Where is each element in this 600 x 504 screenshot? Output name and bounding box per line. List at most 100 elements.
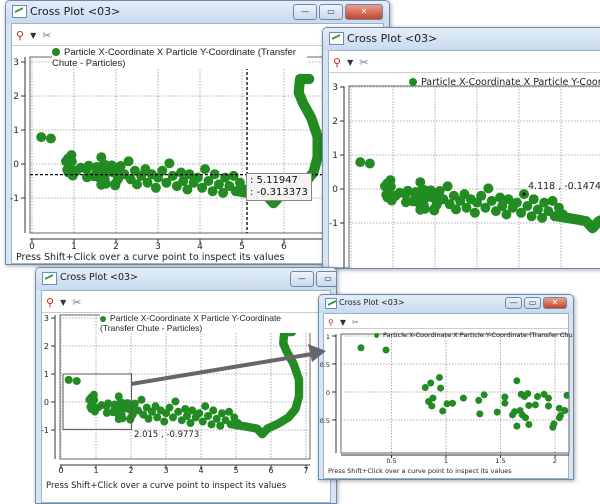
title-bar[interactable]: Cross Plot <03> — ▭	[36, 268, 336, 290]
toolbar-divider	[12, 45, 383, 46]
y-tick-label: -1	[10, 194, 19, 204]
y-tick-label: 2	[44, 342, 49, 351]
y-tick-label: -1	[329, 219, 338, 229]
scatter-point	[469, 207, 480, 218]
chevron-down-icon[interactable]: ▼	[347, 57, 354, 67]
scatter-point	[459, 394, 467, 402]
scatter-point	[174, 407, 183, 416]
x-tick-label: 1	[71, 242, 77, 252]
scatter-point	[516, 207, 527, 218]
x-tick-label: 5	[239, 242, 245, 252]
status-text: Press Shift+Click over a curve point to …	[328, 467, 512, 475]
close-button[interactable]: ✕	[345, 4, 383, 20]
scatter-point	[476, 410, 484, 418]
tools-icon[interactable]: ✂	[359, 55, 369, 69]
scatter-point	[161, 177, 172, 188]
y-tick-label: 1	[44, 370, 49, 379]
minimize-button[interactable]: —	[505, 297, 522, 309]
maximize-button[interactable]: ▭	[316, 271, 336, 287]
scatter-point	[427, 379, 435, 387]
scatter-point	[544, 402, 552, 410]
scatter-point	[157, 165, 168, 176]
pick-point-icon[interactable]: ⚲	[16, 28, 25, 42]
chevron-down-icon[interactable]: ▼	[60, 297, 67, 307]
scatter-point	[83, 160, 94, 171]
tooltip-y-value: : -0.313373	[250, 187, 308, 198]
scatter-point	[188, 406, 197, 415]
scatter-point	[355, 157, 366, 168]
legend: Particle X-Coordinate X Particle Y-Coord…	[100, 313, 315, 333]
window-title: Cross Plot <03>	[339, 298, 405, 307]
scatter-point	[209, 406, 218, 415]
tools-icon[interactable]: ✂	[352, 317, 359, 327]
maximize-button[interactable]: ▭	[524, 297, 541, 309]
tools-icon[interactable]: ✂	[42, 28, 52, 42]
tools-icon[interactable]: ✂	[72, 295, 82, 309]
chevron-down-icon[interactable]: ▼	[339, 317, 347, 327]
scatter-point	[549, 211, 560, 222]
pick-point-icon[interactable]: ⚲	[333, 55, 342, 69]
scatter-point	[402, 185, 413, 196]
scatter-point	[443, 400, 451, 408]
x-tick-label: 3	[163, 466, 168, 475]
scatter-plot[interactable]: 3 2 1 0 -1 0 1 2 3 4 5 6 7	[36, 268, 336, 503]
scatter-point	[218, 409, 226, 418]
pick-point-icon[interactable]: ⚲	[46, 295, 55, 309]
scatter-point	[461, 202, 472, 213]
scatter-point	[153, 413, 162, 422]
scatter-point	[36, 132, 47, 143]
scatter-point	[528, 194, 539, 205]
scatter-point	[164, 158, 175, 169]
x-tick-label: 3	[155, 242, 161, 252]
window-title: Cross Plot <03>	[347, 32, 438, 45]
scatter-point	[429, 394, 437, 402]
scatter-plot[interactable]: 1 0.5 0 -0.5 0.5 1 1.5 2	[319, 295, 573, 479]
title-bar[interactable]: Cross Plot <03>	[323, 28, 600, 50]
y-tick-label: 1	[326, 333, 330, 341]
scatter-point	[532, 204, 543, 215]
x-tick-label: 0	[29, 242, 35, 252]
scatter-point	[96, 152, 107, 163]
y-tick-label: 0	[326, 389, 330, 397]
x-tick-label: 4	[198, 466, 203, 475]
scatter-point	[181, 405, 190, 413]
scatter-point	[486, 195, 497, 206]
scatter-point	[511, 197, 522, 208]
scatter-plot[interactable]: 3 2 1 0 -1	[323, 28, 600, 268]
scatter-point	[203, 176, 214, 186]
chevron-down-icon[interactable]: ▼	[30, 30, 37, 40]
chart-app-icon	[42, 272, 57, 285]
scatter-point	[501, 399, 509, 407]
close-button[interactable]: ✕	[543, 297, 567, 309]
maximize-button[interactable]: ▭	[319, 4, 343, 20]
scatter-point	[198, 417, 207, 426]
scatter-point	[525, 401, 533, 409]
scatter-point	[184, 169, 195, 180]
probe-point	[522, 192, 526, 196]
scatter-point	[428, 402, 436, 410]
scatter-point	[497, 201, 508, 211]
x-tick-label: 1	[444, 457, 448, 465]
cross-plot-window-detail: Cross Plot <03> ⚲ ▼ ✂ Particle X-Coordinat…	[322, 27, 600, 269]
scatter-point	[526, 211, 537, 222]
scatter-point	[434, 186, 445, 197]
minimize-button[interactable]: —	[293, 4, 317, 20]
scatter-point	[513, 377, 521, 385]
scatter-point	[64, 375, 73, 384]
title-bar[interactable]: Cross Plot <03> — ▭ ✕	[319, 295, 573, 313]
pick-point-icon[interactable]: ⚲	[328, 317, 334, 327]
chart-app-icon	[12, 5, 27, 18]
title-bar[interactable]: Cross Plot <03> — ▭ ✕	[6, 1, 389, 23]
scatter-point	[476, 190, 487, 201]
chart-app-icon	[325, 298, 337, 309]
scatter-point	[511, 408, 519, 416]
scatter-point	[522, 201, 533, 211]
y-tick-label: 1	[332, 151, 338, 161]
minimize-button[interactable]: —	[290, 271, 314, 287]
scatter-point	[513, 422, 521, 430]
status-text: Press Shift+Click over a curve point to …	[16, 252, 285, 263]
scatter-point	[226, 420, 235, 429]
legend: Particle X-Coordinate X Particle Y-Coord…	[409, 77, 600, 88]
scatter-point	[419, 203, 430, 214]
legend: Particle X-Coordinate X Particle Y-Coord…	[52, 47, 307, 69]
